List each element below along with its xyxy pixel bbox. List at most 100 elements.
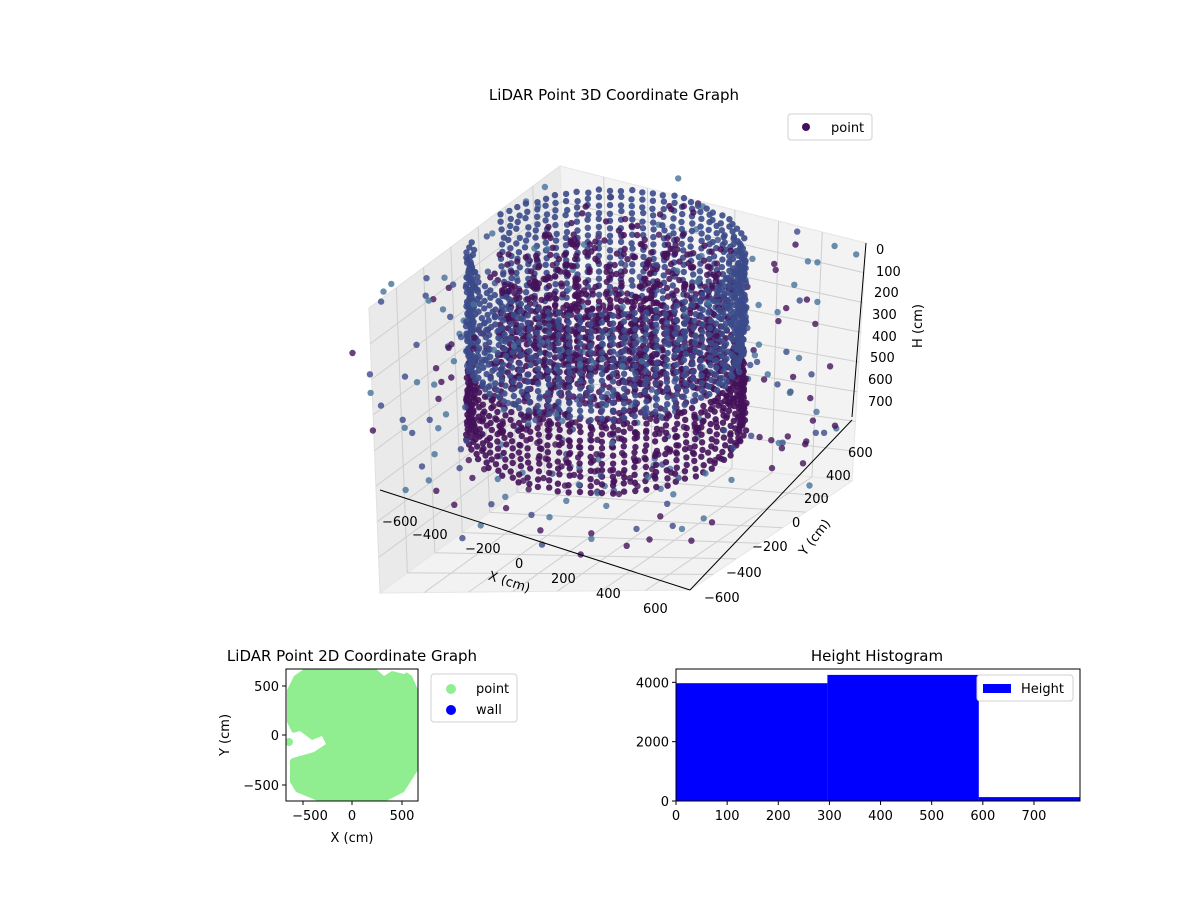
data-point <box>546 418 553 425</box>
data-point <box>536 460 543 467</box>
data-point <box>692 347 699 355</box>
grid-line <box>601 472 773 592</box>
data-point <box>647 269 655 277</box>
data-point <box>718 352 726 360</box>
data-point <box>515 397 522 405</box>
data-point <box>489 230 496 237</box>
z-tick-label: 200 <box>874 286 899 301</box>
data-point <box>609 312 617 319</box>
data-point <box>660 198 668 205</box>
data-point <box>670 230 677 237</box>
data-point <box>536 445 544 452</box>
data-point <box>803 438 810 445</box>
data-point <box>753 358 761 366</box>
data-point <box>653 306 660 314</box>
data-point <box>508 275 515 282</box>
data-point <box>663 415 670 422</box>
data-point <box>555 434 562 441</box>
data-point <box>590 359 597 367</box>
data-point <box>791 281 798 288</box>
data-point <box>576 401 583 408</box>
data-point <box>573 188 580 195</box>
data-point <box>718 330 725 338</box>
data-point <box>609 334 617 341</box>
data-point <box>576 313 583 320</box>
data-point <box>726 216 733 223</box>
data-point <box>507 416 514 424</box>
grid-line <box>645 476 813 591</box>
data-point <box>698 431 705 438</box>
data-point <box>377 298 385 305</box>
x-tick-label: 400 <box>596 587 621 602</box>
data-point <box>492 306 499 313</box>
data-point <box>705 383 712 390</box>
data-point <box>724 348 732 355</box>
legend-point-marker <box>446 684 456 694</box>
chart-2d: LiDAR Point 2D Coordinate Graph −500 0 5… <box>218 647 518 846</box>
data-point <box>699 291 706 299</box>
data-point <box>609 452 617 459</box>
data-point <box>562 197 570 205</box>
data-point <box>552 221 559 229</box>
data-point <box>541 183 549 191</box>
data-point <box>508 452 516 460</box>
data-point <box>626 475 633 482</box>
data-point <box>549 261 556 269</box>
data-point <box>664 475 671 482</box>
data-point <box>577 377 584 385</box>
data-point <box>621 415 628 422</box>
data-point <box>701 242 708 249</box>
data-point <box>682 343 689 350</box>
data-point <box>515 249 523 256</box>
data-point <box>565 459 572 466</box>
chart-2d-title: LiDAR Point 2D Coordinate Graph <box>227 647 477 665</box>
data-point <box>709 209 716 216</box>
data-point <box>653 359 661 366</box>
data-point <box>729 395 737 402</box>
data-point <box>587 407 595 414</box>
data-point <box>598 444 606 452</box>
data-point <box>551 213 559 221</box>
data-point <box>617 202 625 209</box>
data-point <box>582 203 589 210</box>
data-point <box>485 464 492 472</box>
data-point <box>582 279 589 286</box>
data-point <box>680 268 687 276</box>
data-point <box>792 241 799 248</box>
data-point <box>681 468 689 475</box>
data-point <box>735 260 742 267</box>
data-point <box>697 298 704 305</box>
data-point <box>618 207 625 215</box>
data-point <box>728 476 735 484</box>
data-point <box>502 504 510 512</box>
data-point <box>518 432 525 440</box>
data-point <box>710 253 718 260</box>
x-tick-label: 700 <box>1022 809 1047 824</box>
data-point <box>483 459 490 466</box>
data-point <box>438 378 445 386</box>
data-point <box>652 431 659 438</box>
data-point <box>377 402 385 409</box>
data-point <box>534 285 541 292</box>
data-point <box>814 298 821 306</box>
data-point <box>595 268 603 275</box>
data-point <box>708 282 715 289</box>
data-point <box>555 375 563 382</box>
data-point <box>529 378 537 386</box>
data-point <box>499 420 506 427</box>
data-point <box>524 312 531 319</box>
data-point <box>555 346 562 354</box>
data-point <box>664 349 671 357</box>
data-point <box>500 317 507 324</box>
grid-line <box>407 572 714 575</box>
data-point <box>648 292 655 299</box>
data-point <box>659 295 667 302</box>
data-point <box>504 261 511 268</box>
data-point <box>652 402 660 409</box>
data-point <box>536 341 544 349</box>
data-point <box>564 269 571 276</box>
data-point <box>577 325 584 333</box>
data-point <box>584 195 592 202</box>
data-point <box>486 302 493 309</box>
data-point <box>653 365 660 373</box>
